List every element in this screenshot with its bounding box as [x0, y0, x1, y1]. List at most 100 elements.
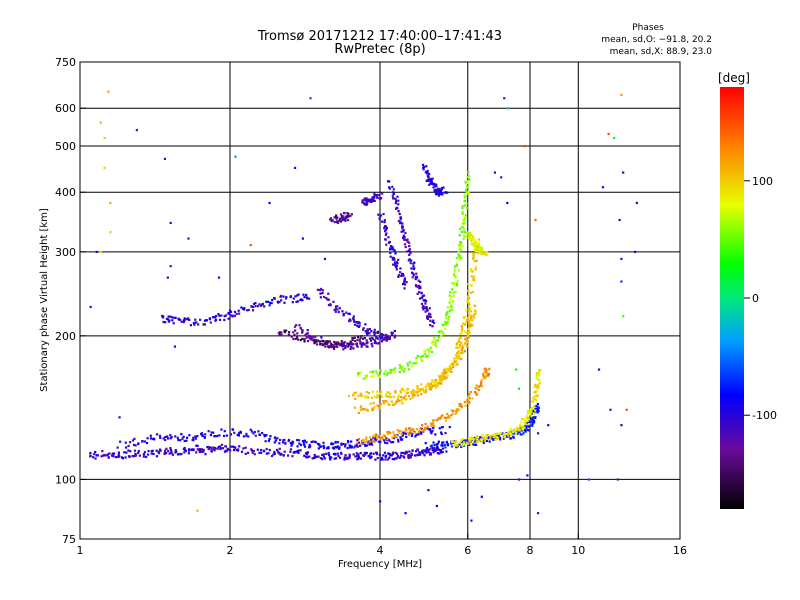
- data-point: [387, 430, 390, 434]
- data-point: [436, 452, 439, 455]
- data-point: [434, 433, 437, 436]
- data-point: [520, 433, 523, 436]
- data-point: [462, 441, 466, 444]
- data-point: [418, 287, 421, 290]
- data-point: [308, 443, 311, 447]
- data-point: [371, 370, 375, 373]
- data-point: [537, 406, 541, 409]
- data-point: [423, 428, 426, 432]
- data-point: [311, 440, 315, 443]
- data-point: [292, 297, 295, 300]
- data-point: [373, 196, 376, 199]
- data-point: [277, 331, 280, 335]
- data-point: [434, 383, 437, 387]
- data-point: [333, 308, 336, 312]
- data-point: [301, 299, 304, 302]
- data-point: [237, 309, 240, 312]
- data-point: [471, 319, 474, 322]
- data-point: [370, 455, 373, 458]
- data-point: [354, 444, 357, 447]
- data-point: [475, 248, 478, 251]
- data-point: [296, 294, 299, 297]
- data-point: [169, 265, 172, 268]
- data-point: [477, 388, 480, 392]
- data-point: [348, 320, 351, 323]
- data-point: [444, 322, 447, 326]
- data-point: [446, 320, 449, 324]
- data-point: [250, 430, 254, 433]
- data-point: [358, 338, 361, 341]
- data-point: [618, 218, 621, 222]
- data-point: [250, 305, 253, 308]
- data-point: [352, 318, 355, 321]
- data-point: [218, 314, 221, 317]
- data-point: [402, 431, 405, 434]
- data-point: [441, 323, 445, 327]
- data-point: [214, 434, 217, 438]
- data-point: [376, 456, 379, 460]
- data-point: [399, 391, 403, 394]
- data-point: [361, 407, 365, 411]
- data-point: [444, 327, 447, 331]
- data-point: [306, 332, 309, 335]
- data-point: [437, 191, 440, 194]
- data-point: [431, 320, 434, 323]
- data-point: [517, 478, 521, 481]
- data-point: [509, 432, 513, 436]
- y-tick-label: 300: [55, 246, 76, 259]
- data-point: [467, 332, 470, 336]
- data-point: [392, 402, 395, 405]
- data-point: [232, 448, 236, 452]
- data-point: [388, 335, 391, 338]
- stats-heading: Phases: [632, 23, 664, 33]
- data-point: [133, 449, 137, 452]
- data-point: [397, 275, 400, 278]
- data-point: [183, 319, 186, 322]
- data-point: [288, 334, 291, 337]
- data-point: [334, 310, 337, 313]
- data-point: [334, 445, 337, 449]
- data-point: [329, 303, 332, 306]
- data-point: [414, 275, 417, 279]
- data-point: [379, 438, 382, 441]
- data-point: [527, 418, 530, 421]
- data-point: [368, 337, 372, 340]
- data-point: [348, 444, 351, 447]
- data-point: [353, 391, 356, 395]
- data-point: [455, 440, 458, 443]
- data-point: [467, 395, 470, 398]
- data-point: [303, 454, 306, 457]
- data-point: [163, 451, 166, 454]
- data-point: [369, 371, 372, 374]
- data-point: [525, 414, 528, 418]
- data-point: [409, 252, 412, 255]
- data-point: [461, 437, 464, 440]
- data-point: [335, 217, 338, 220]
- data-point: [389, 431, 392, 435]
- data-point: [396, 429, 399, 432]
- data-point: [429, 315, 432, 319]
- data-point: [426, 169, 429, 173]
- data-point: [379, 392, 382, 395]
- data-point: [392, 192, 396, 195]
- data-point: [327, 303, 331, 307]
- data-point: [537, 371, 540, 374]
- data-point: [431, 429, 434, 433]
- data-point: [291, 440, 294, 443]
- data-point: [422, 168, 425, 171]
- data-point: [315, 343, 319, 346]
- data-point: [331, 446, 335, 449]
- data-point: [298, 324, 301, 327]
- data-point: [402, 274, 405, 277]
- data-point: [109, 231, 112, 234]
- data-point: [378, 193, 381, 197]
- data-point: [183, 446, 186, 450]
- data-point: [247, 451, 250, 454]
- data-point: [431, 182, 434, 185]
- data-point: [378, 216, 381, 219]
- data-point: [426, 172, 429, 175]
- data-point: [350, 446, 353, 449]
- data-point: [370, 443, 374, 446]
- data-point: [206, 446, 209, 449]
